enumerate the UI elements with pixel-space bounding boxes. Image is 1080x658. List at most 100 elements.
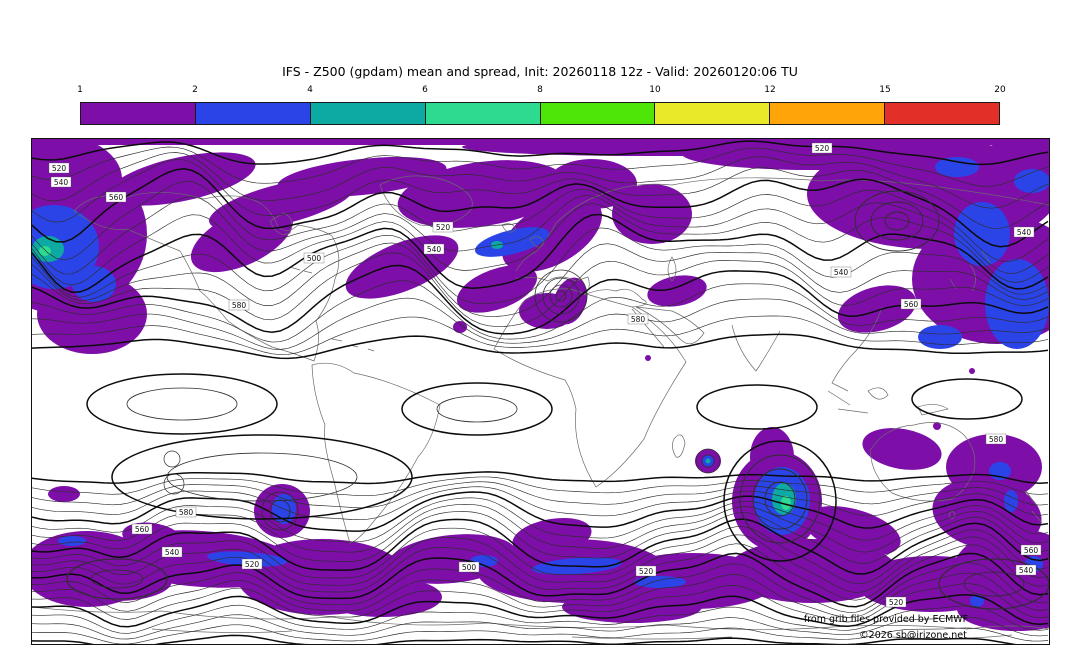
- contour-label: 580: [175, 506, 197, 518]
- contour-line: [32, 624, 1049, 644]
- contour-label: 500: [303, 252, 325, 264]
- attribution-copyright: ©2026 sb@irizone.net: [859, 630, 967, 641]
- contour-label-box: [228, 299, 250, 311]
- colorbar-segment: [885, 103, 999, 124]
- contour-line: [32, 526, 1049, 585]
- contour-line: [32, 634, 1017, 644]
- contour-label: 540: [830, 266, 852, 278]
- coastline: [831, 306, 883, 392]
- contour-line: [32, 168, 1049, 248]
- contour-label-text: 520: [639, 567, 654, 576]
- contour-label-text: 560: [109, 193, 124, 202]
- spread-blob-blue: [1014, 169, 1049, 193]
- spread-blob-blue: [935, 157, 979, 177]
- contour-label: 520: [811, 142, 833, 154]
- contour-ring: [723, 440, 837, 562]
- colorbar-tick: 10: [649, 85, 661, 95]
- contour-line: [32, 604, 1049, 634]
- spread-blob-blue: [970, 595, 984, 607]
- contour-ring: [269, 499, 291, 523]
- contour-ring: [111, 434, 413, 520]
- attribution-ecmwf: from grib files provided by ECMWF: [804, 614, 968, 625]
- contour-label-box: [458, 561, 480, 573]
- contour-ring: [764, 481, 796, 517]
- contour-ring: [401, 382, 553, 436]
- colorbar-segment: [540, 103, 656, 124]
- spread-blob-teal: [705, 458, 711, 464]
- contour-ring: [938, 558, 1049, 610]
- contour-line: [32, 264, 1049, 335]
- spread-blob-purple: [48, 486, 80, 502]
- spread-blob-purple: [612, 184, 692, 244]
- contour-line: [32, 471, 1049, 485]
- contour-label-layer: 520 540 560 500 580 520 540 580 520 540 560 540 580 5…: [48, 142, 1042, 608]
- contour-line: [32, 543, 1049, 601]
- contour-label: 520: [241, 558, 263, 570]
- contour-line: [32, 152, 1049, 209]
- coastline: [635, 306, 705, 345]
- contour-line: [32, 242, 1049, 317]
- contour-label-box: [985, 433, 1007, 445]
- contour-label-text: 540: [54, 178, 69, 187]
- contour-label: 540: [1015, 564, 1037, 576]
- spread-blob-purple: [837, 285, 917, 333]
- colorbar-segment: [770, 103, 886, 124]
- contour-label-box: [48, 162, 70, 174]
- colorbar-segment: [310, 103, 426, 124]
- contour-ring: [555, 290, 567, 302]
- coastline: [837, 408, 869, 414]
- contour-label-box: [1020, 544, 1042, 556]
- contour-label-text: 560: [904, 300, 919, 309]
- contour-label-text: 540: [1019, 566, 1034, 575]
- page-title: IFS - Z500 (gpdam) mean and spread, Init…: [282, 64, 798, 79]
- contour-line: [32, 297, 1049, 350]
- contour-label-box: [423, 243, 445, 255]
- contour-ring: [870, 201, 924, 241]
- contour-label-box: [175, 506, 197, 518]
- contour-ring: [701, 454, 715, 468]
- contour-label-box: [161, 546, 183, 558]
- contour-ring: [163, 450, 181, 468]
- contour-label: 560: [1020, 544, 1042, 556]
- spread-blob-purple: [456, 265, 538, 313]
- coastline: [827, 390, 851, 406]
- spread-blob-purple: [453, 321, 467, 333]
- contour-label-text: 520: [52, 164, 67, 173]
- spread-blob-blue: [32, 205, 99, 289]
- contour-ring: [884, 211, 910, 231]
- coastline: [731, 324, 781, 372]
- spread-blob-purple: [862, 428, 942, 470]
- contour-ring: [752, 468, 808, 530]
- contour-layer: [32, 140, 1049, 644]
- colorbar-tick: 6: [422, 85, 428, 95]
- contour-ring: [126, 387, 238, 421]
- coastline: [73, 192, 340, 362]
- contour-line: [32, 159, 1049, 229]
- contour-ring: [695, 448, 721, 474]
- spread-blob-purple: [277, 157, 447, 197]
- contour-ring: [436, 395, 518, 423]
- spread-blob-purple: [108, 152, 256, 206]
- contour-label-text: 500: [462, 563, 477, 572]
- map-svg: 520 540 560 500 580 520 540 580 520 540 560 540 580 5…: [32, 139, 1049, 644]
- contour-label: 520: [432, 221, 454, 233]
- spread-blob-purple: [322, 577, 442, 617]
- coastline: [672, 434, 686, 458]
- coastline: [493, 288, 687, 488]
- contour-line: [32, 195, 1049, 275]
- colorbar-tick: 12: [764, 85, 776, 95]
- colorbar-segment: [81, 103, 196, 124]
- contour-line: [32, 486, 1049, 521]
- contour-label-text: 580: [179, 508, 194, 517]
- coastline: [869, 422, 976, 502]
- contour-line: [32, 572, 1049, 618]
- colorbar-tick: 15: [879, 85, 891, 95]
- contour-line: [32, 227, 1049, 305]
- contour-label-box: [830, 266, 852, 278]
- contour-label: 540: [50, 176, 72, 188]
- contour-ring: [542, 277, 580, 315]
- contour-label-text: 540: [427, 245, 442, 254]
- spread-blob-green: [39, 246, 51, 256]
- contour-label-text: 520: [889, 598, 904, 607]
